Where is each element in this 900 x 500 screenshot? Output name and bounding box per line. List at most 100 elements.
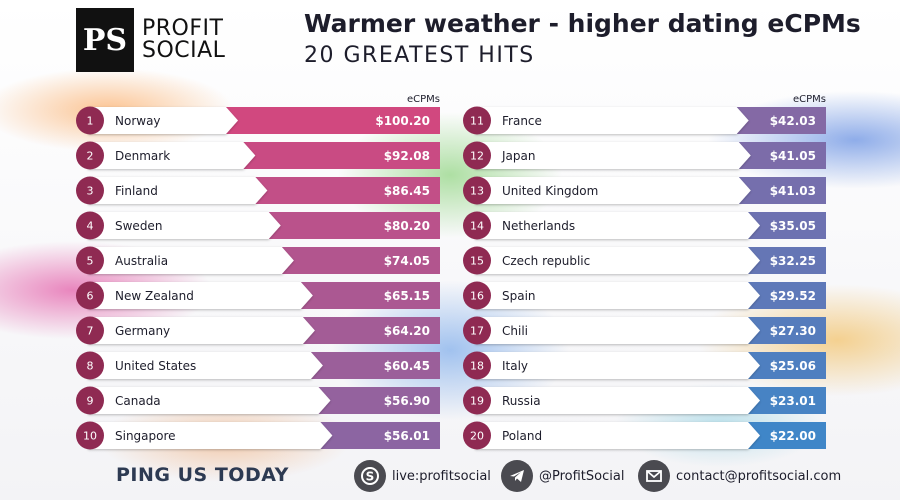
country-name: Netherlands — [502, 219, 575, 233]
ecpm-value-label: $56.01 — [384, 429, 430, 443]
country-name: Spain — [502, 289, 536, 303]
value-bar — [268, 212, 440, 239]
value-bar — [226, 107, 440, 134]
rank-badge — [463, 176, 491, 205]
rank-number: 6 — [87, 290, 94, 303]
rank-badge — [463, 316, 491, 345]
value-bar — [302, 317, 440, 344]
email-address: contact@profitsocial.com — [676, 468, 842, 484]
rank-number: 11 — [470, 115, 484, 128]
rank-badge — [76, 281, 104, 310]
rank-badge — [463, 386, 491, 415]
telegram-icon — [501, 460, 533, 492]
country-name: Finland — [115, 184, 158, 198]
country-label-ribbon — [88, 282, 313, 309]
country-label-ribbon — [88, 317, 315, 344]
skype-icon: S — [354, 460, 386, 492]
rank-badge — [76, 211, 104, 240]
value-bar — [243, 142, 440, 169]
country-name: Singapore — [115, 429, 176, 443]
rank-badge — [463, 106, 491, 135]
ecpm-value-label: $41.05 — [770, 149, 816, 163]
rank-number: 1 — [87, 115, 94, 128]
ecpm-value-label: $22.00 — [770, 429, 816, 443]
ecpm-value-label: $86.45 — [384, 184, 430, 198]
skype-contact[interactable]: S live:profitsocial — [354, 460, 491, 492]
ecpm-value-label: $74.05 — [384, 254, 430, 268]
rank-badge — [463, 281, 491, 310]
rank-badge — [76, 106, 104, 135]
rank-badge — [463, 351, 491, 380]
ecpm-value-label: $60.45 — [384, 359, 430, 373]
country-name: Italy — [502, 359, 528, 373]
logo-text-line1: PROFIT — [142, 16, 224, 41]
skype-handle: live:profitsocial — [392, 468, 491, 484]
ecpm-value-label: $41.03 — [770, 184, 816, 198]
value-bar — [318, 387, 440, 414]
value-bar — [748, 422, 826, 449]
country-label-ribbon — [88, 247, 294, 274]
country-label-ribbon — [475, 352, 760, 379]
envelope-icon — [638, 460, 670, 492]
country-label-ribbon — [475, 247, 760, 274]
country-label-ribbon — [475, 142, 751, 169]
email-contact[interactable]: contact@profitsocial.com — [638, 460, 841, 492]
logo-text-line2: SOCIAL — [142, 38, 226, 63]
country-name: Russia — [502, 394, 541, 408]
country-label-ribbon — [475, 317, 760, 344]
ecpm-value-label: $56.90 — [384, 394, 430, 408]
country-name: France — [502, 114, 542, 128]
rank-badge — [76, 421, 104, 450]
ecpms-column-header: eCPMs — [793, 94, 826, 105]
value-bar — [748, 247, 826, 274]
ecpm-value-label: $35.05 — [770, 219, 816, 233]
rank-number: 3 — [87, 185, 94, 198]
rank-badge — [463, 421, 491, 450]
rank-number: 4 — [87, 220, 94, 233]
rank-number: 13 — [470, 185, 484, 198]
rank-number: 20 — [470, 430, 484, 443]
rank-number: 2 — [87, 150, 94, 163]
country-label-ribbon — [88, 177, 268, 204]
rank-number: 12 — [470, 150, 484, 163]
value-bar — [736, 107, 826, 134]
ecpm-value-label: $27.30 — [770, 324, 816, 338]
telegram-handle: @ProfitSocial — [539, 468, 625, 484]
rank-number: 8 — [87, 360, 94, 373]
country-name: Australia — [115, 254, 168, 268]
country-name: Canada — [115, 394, 161, 408]
value-bar — [255, 177, 440, 204]
country-label-ribbon — [88, 142, 256, 169]
rank-number: 5 — [87, 255, 94, 268]
country-label-ribbon — [88, 107, 238, 134]
value-bar — [748, 317, 826, 344]
ecpm-value-label: $32.25 — [770, 254, 816, 268]
country-label-ribbon — [88, 422, 333, 449]
value-bar — [281, 247, 440, 274]
logo-mark: PS — [76, 8, 134, 72]
country-name: Sweden — [115, 219, 162, 233]
country-label-ribbon — [475, 212, 760, 239]
page-title: Warmer weather - higher dating eCPMs — [304, 9, 861, 38]
country-label-ribbon — [88, 387, 331, 414]
ecpm-value-label: $64.20 — [384, 324, 430, 338]
country-label-ribbon — [475, 282, 760, 309]
value-bar — [738, 142, 826, 169]
ecpm-value-label: $65.15 — [384, 289, 430, 303]
rank-number: 17 — [470, 325, 484, 338]
ecpm-value-label: $80.20 — [384, 219, 430, 233]
country-name: Germany — [115, 324, 170, 338]
telegram-contact[interactable]: @ProfitSocial — [501, 460, 624, 492]
rank-badge — [76, 351, 104, 380]
value-bar — [748, 352, 826, 379]
country-name: Denmark — [115, 149, 170, 163]
rank-badge — [76, 141, 104, 170]
page-subtitle: 20 GREATEST HITS — [304, 43, 535, 68]
rank-number: 19 — [470, 395, 484, 408]
country-name: Czech republic — [502, 254, 590, 268]
ecpms-column-header: eCPMs — [407, 94, 440, 105]
rank-number: 15 — [470, 255, 484, 268]
ecpm-value-label: $23.01 — [770, 394, 816, 408]
rank-number: 18 — [470, 360, 484, 373]
